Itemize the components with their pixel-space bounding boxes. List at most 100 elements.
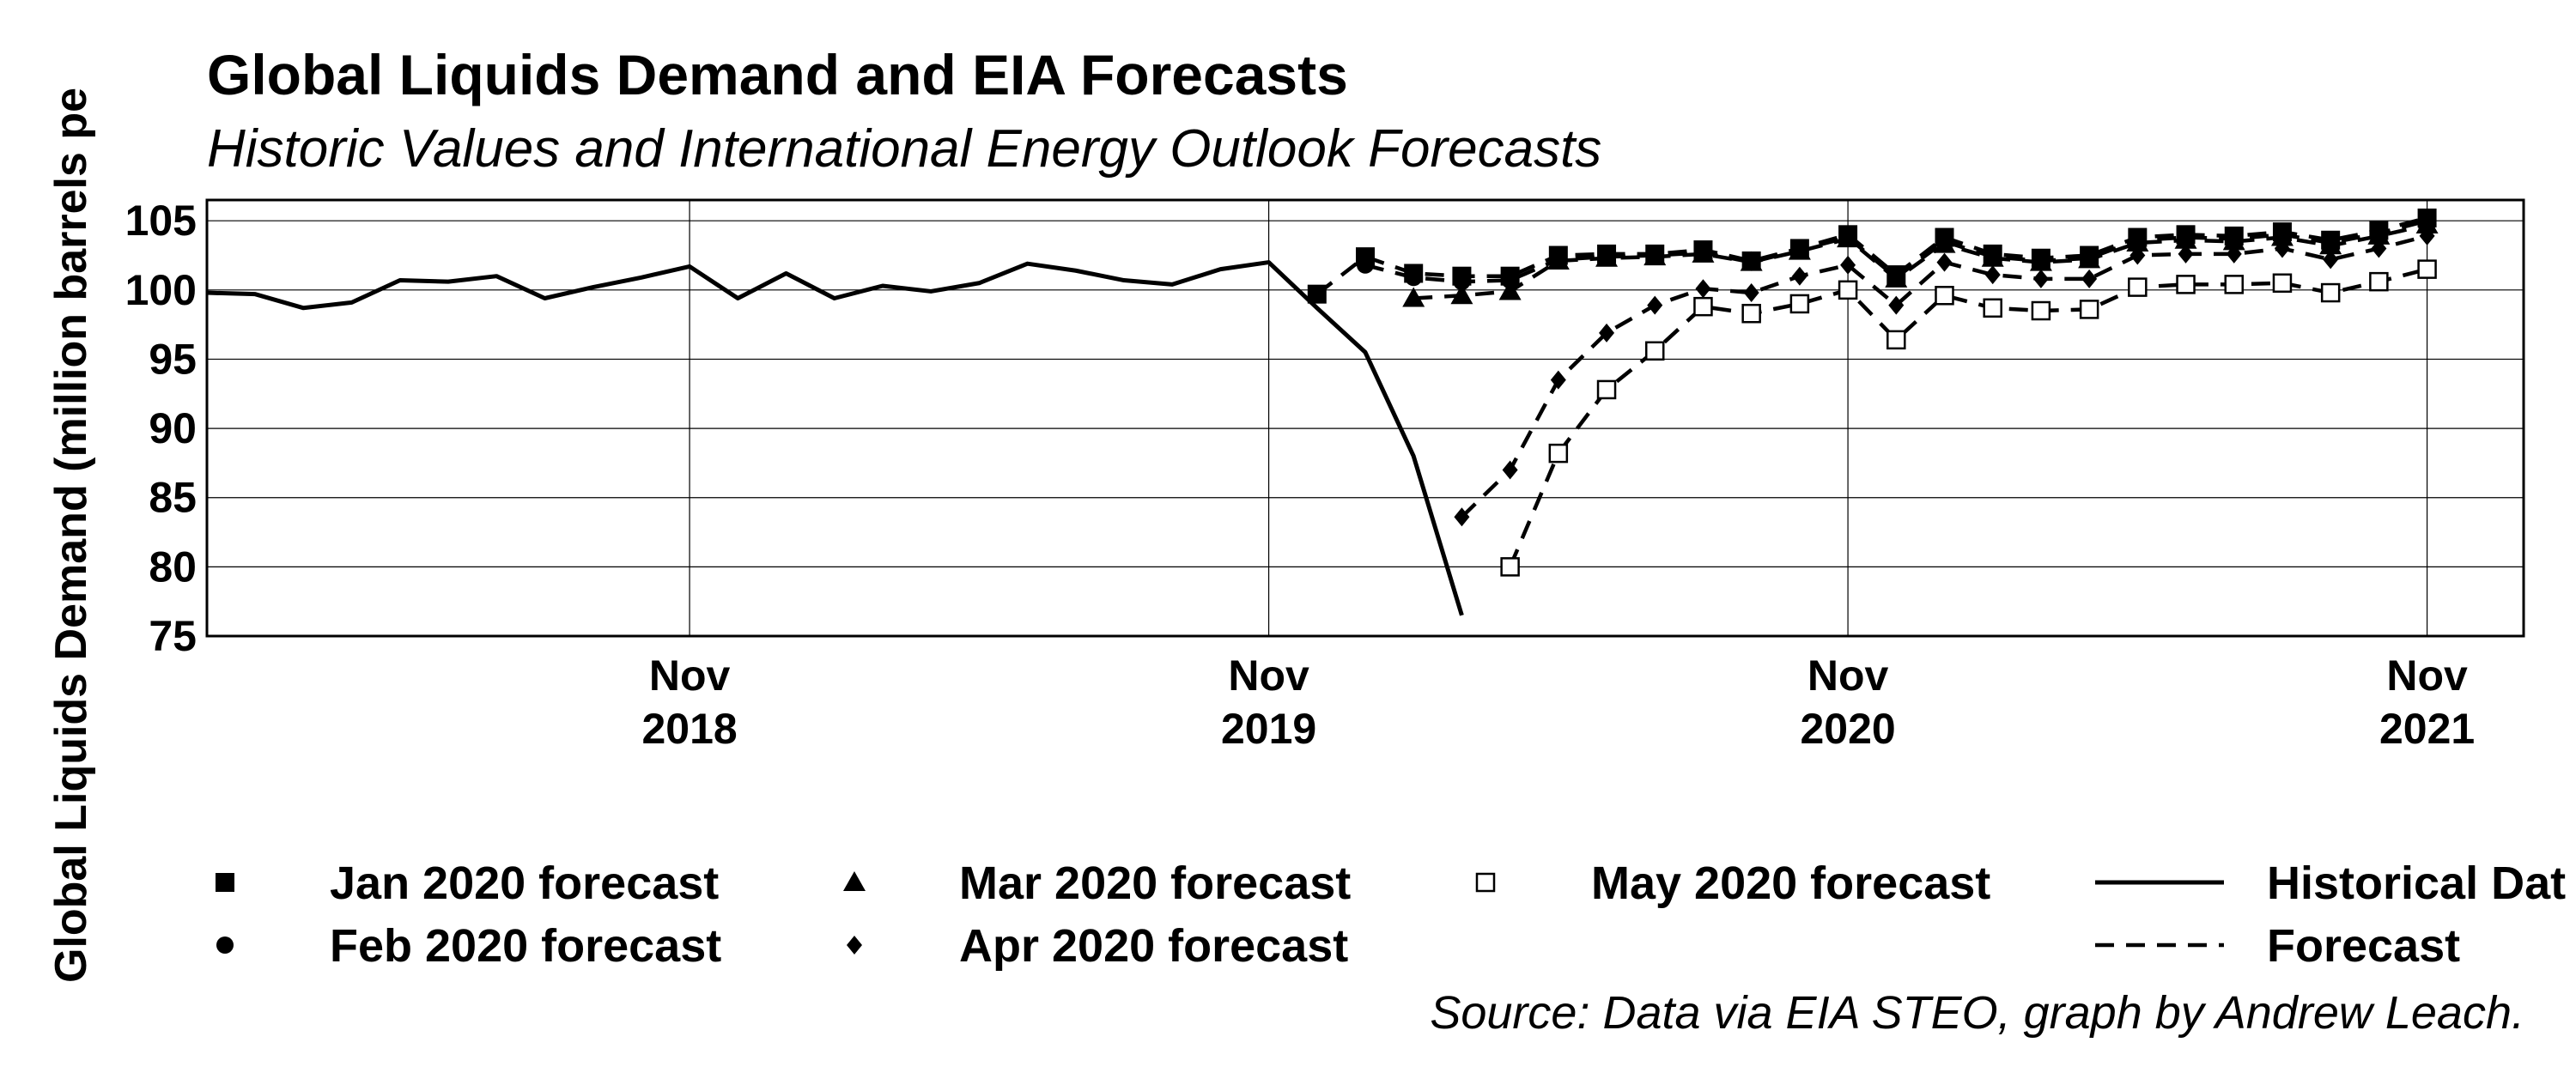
data-point-apr-2020-forecast: [1840, 255, 1856, 275]
legend-label: Jan 2020 forecast: [330, 858, 719, 909]
data-point-mar-2020-forecast: [1450, 284, 1473, 305]
data-point-may-2020-forecast: [1596, 379, 1617, 400]
legend-item-feb-2020-forecast: Feb 2020 forecast: [216, 920, 721, 972]
data-point-mar-2020-forecast: [1981, 246, 2004, 267]
legend-label: May 2020 forecast: [1591, 858, 1990, 909]
legend-label: Mar 2020 forecast: [959, 858, 1351, 909]
data-point-may-2020-forecast: [2320, 282, 2341, 303]
data-point-apr-2020-forecast: [2323, 250, 2339, 270]
data-point-mar-2020-forecast: [1498, 280, 1522, 300]
data-point-feb-2020-forecast: [1405, 269, 1423, 287]
data-point-may-2020-forecast: [2417, 259, 2437, 279]
data-point-jan-2020-forecast: [1307, 284, 1327, 304]
legend-swatch-filled-triangle: [843, 871, 866, 891]
x-tick-label-year: 2021: [2379, 705, 2475, 753]
legend-swatch-filled-circle: [216, 936, 234, 954]
data-point-apr-2020-forecast: [1599, 323, 1615, 342]
data-point-mar-2020-forecast: [1595, 246, 1619, 267]
data-point-may-2020-forecast: [1935, 286, 1954, 306]
legend-swatch-filled-square: [216, 873, 234, 892]
x-tick-label-year: 2018: [641, 705, 737, 753]
legend-swatch-filled-diamond: [847, 936, 862, 955]
data-point-apr-2020-forecast: [1550, 370, 1566, 390]
data-point-may-2020-forecast: [1886, 330, 1906, 350]
x-tick-label-month: Nov: [2386, 652, 2468, 700]
data-point-mar-2020-forecast: [1788, 239, 1811, 260]
data-point-mar-2020-forecast: [1692, 242, 1715, 263]
data-point-mar-2020-forecast: [2078, 248, 2101, 269]
legend-item-apr-2020-forecast: Apr 2020 forecast: [847, 920, 1348, 972]
plot-frame: [205, 198, 2525, 638]
data-point-mar-2020-forecast: [2415, 214, 2439, 234]
series-line-historical-data: [206, 260, 1464, 616]
y-tick-label: 105: [125, 197, 197, 245]
y-tick-label: 90: [149, 404, 197, 452]
data-point-apr-2020-forecast: [1743, 283, 1759, 303]
series-markers: [1307, 208, 2439, 577]
chart-subtitle: Historic Values and International Energy…: [207, 119, 1601, 179]
legend-label: Feb 2020 forecast: [330, 920, 721, 972]
data-point-mar-2020-forecast: [2270, 226, 2293, 246]
legend-item-jan-2020-forecast: Jan 2020 forecast: [216, 858, 719, 909]
data-point-apr-2020-forecast: [2032, 269, 2049, 288]
series-line-feb-2020-forecast: [1364, 219, 2428, 284]
data-point-mar-2020-forecast: [1546, 249, 1570, 270]
data-point-may-2020-forecast: [1741, 303, 1761, 324]
legend-item-forecast: Forecast: [2095, 920, 2460, 972]
data-point-apr-2020-forecast: [2129, 245, 2146, 265]
data-point-may-2020-forecast: [2128, 277, 2148, 297]
data-point-apr-2020-forecast: [1502, 460, 1518, 480]
data-point-apr-2020-forecast: [1647, 295, 1663, 315]
data-point-mar-2020-forecast: [1643, 245, 1667, 266]
data-point-feb-2020-forecast: [1357, 256, 1374, 274]
data-point-may-2020-forecast: [1693, 296, 1713, 317]
legend: Jan 2020 forecast Feb 2020 forecast Mar 20…: [216, 858, 2566, 972]
data-point-may-2020-forecast: [1983, 298, 2002, 318]
legend-item-may-2020-forecast: May 2020 forecast: [1475, 858, 1990, 909]
x-tick-labels: Nov 2018 Nov 2019 Nov 2020 Nov 2021: [641, 652, 2475, 753]
chart-title: Global Liquids Demand and EIA Forecasts: [207, 43, 1348, 106]
y-tick-label: 75: [149, 612, 197, 660]
legend-item-mar-2020-forecast: Mar 2020 forecast: [843, 858, 1351, 909]
data-point-may-2020-forecast: [2369, 271, 2389, 292]
data-point-mar-2020-forecast: [2367, 224, 2391, 245]
series-line-mar-2020-forecast: [1413, 222, 2428, 300]
data-point-mar-2020-forecast: [1402, 287, 1425, 307]
data-point-may-2020-forecast: [2079, 300, 2099, 319]
y-tick-labels: 75 80 85 90 95 100 105: [125, 197, 197, 660]
x-tick-label-year: 2019: [1221, 705, 1316, 753]
x-tick-label-month: Nov: [649, 652, 731, 700]
data-point-may-2020-forecast: [1789, 294, 1810, 314]
data-point-apr-2020-forecast: [2274, 239, 2290, 258]
data-point-mar-2020-forecast: [2174, 228, 2197, 249]
data-point-may-2020-forecast: [1500, 557, 1520, 577]
source-note: Source: Data via EIA STEO, graph by Andr…: [1430, 987, 2524, 1039]
data-point-mar-2020-forecast: [1740, 251, 1763, 271]
data-point-apr-2020-forecast: [1454, 507, 1470, 527]
x-tick-label-month: Nov: [1228, 652, 1309, 700]
legend-item-historical-dat: Historical Dat: [2095, 858, 2566, 909]
series-line-may-2020-forecast: [1508, 267, 2428, 568]
legend-label: Apr 2020 forecast: [959, 920, 1348, 972]
data-point-apr-2020-forecast: [1936, 252, 1953, 272]
legend-label: Forecast: [2267, 920, 2460, 972]
data-point-may-2020-forecast: [2176, 275, 2196, 294]
data-point-may-2020-forecast: [2031, 300, 2051, 321]
data-point-apr-2020-forecast: [1888, 295, 1905, 315]
data-point-may-2020-forecast: [1838, 280, 1858, 300]
data-point-apr-2020-forecast: [1791, 266, 1807, 286]
data-point-apr-2020-forecast: [2226, 244, 2242, 264]
x-tick-label-year: 2020: [1800, 705, 1895, 753]
data-point-may-2020-forecast: [1548, 443, 1569, 464]
legend-swatch-open-square: [1475, 872, 1496, 893]
data-point-mar-2020-forecast: [2222, 230, 2245, 251]
data-point-mar-2020-forecast: [2319, 234, 2342, 255]
data-point-apr-2020-forecast: [2081, 269, 2098, 288]
x-tick-label-month: Nov: [1807, 652, 1889, 700]
data-point-apr-2020-forecast: [2419, 226, 2435, 245]
data-point-mar-2020-forecast: [1885, 267, 1908, 288]
data-point-feb-2020-forecast: [1453, 273, 1471, 291]
data-point-apr-2020-forecast: [2371, 239, 2387, 258]
y-tick-label: 80: [149, 542, 197, 591]
